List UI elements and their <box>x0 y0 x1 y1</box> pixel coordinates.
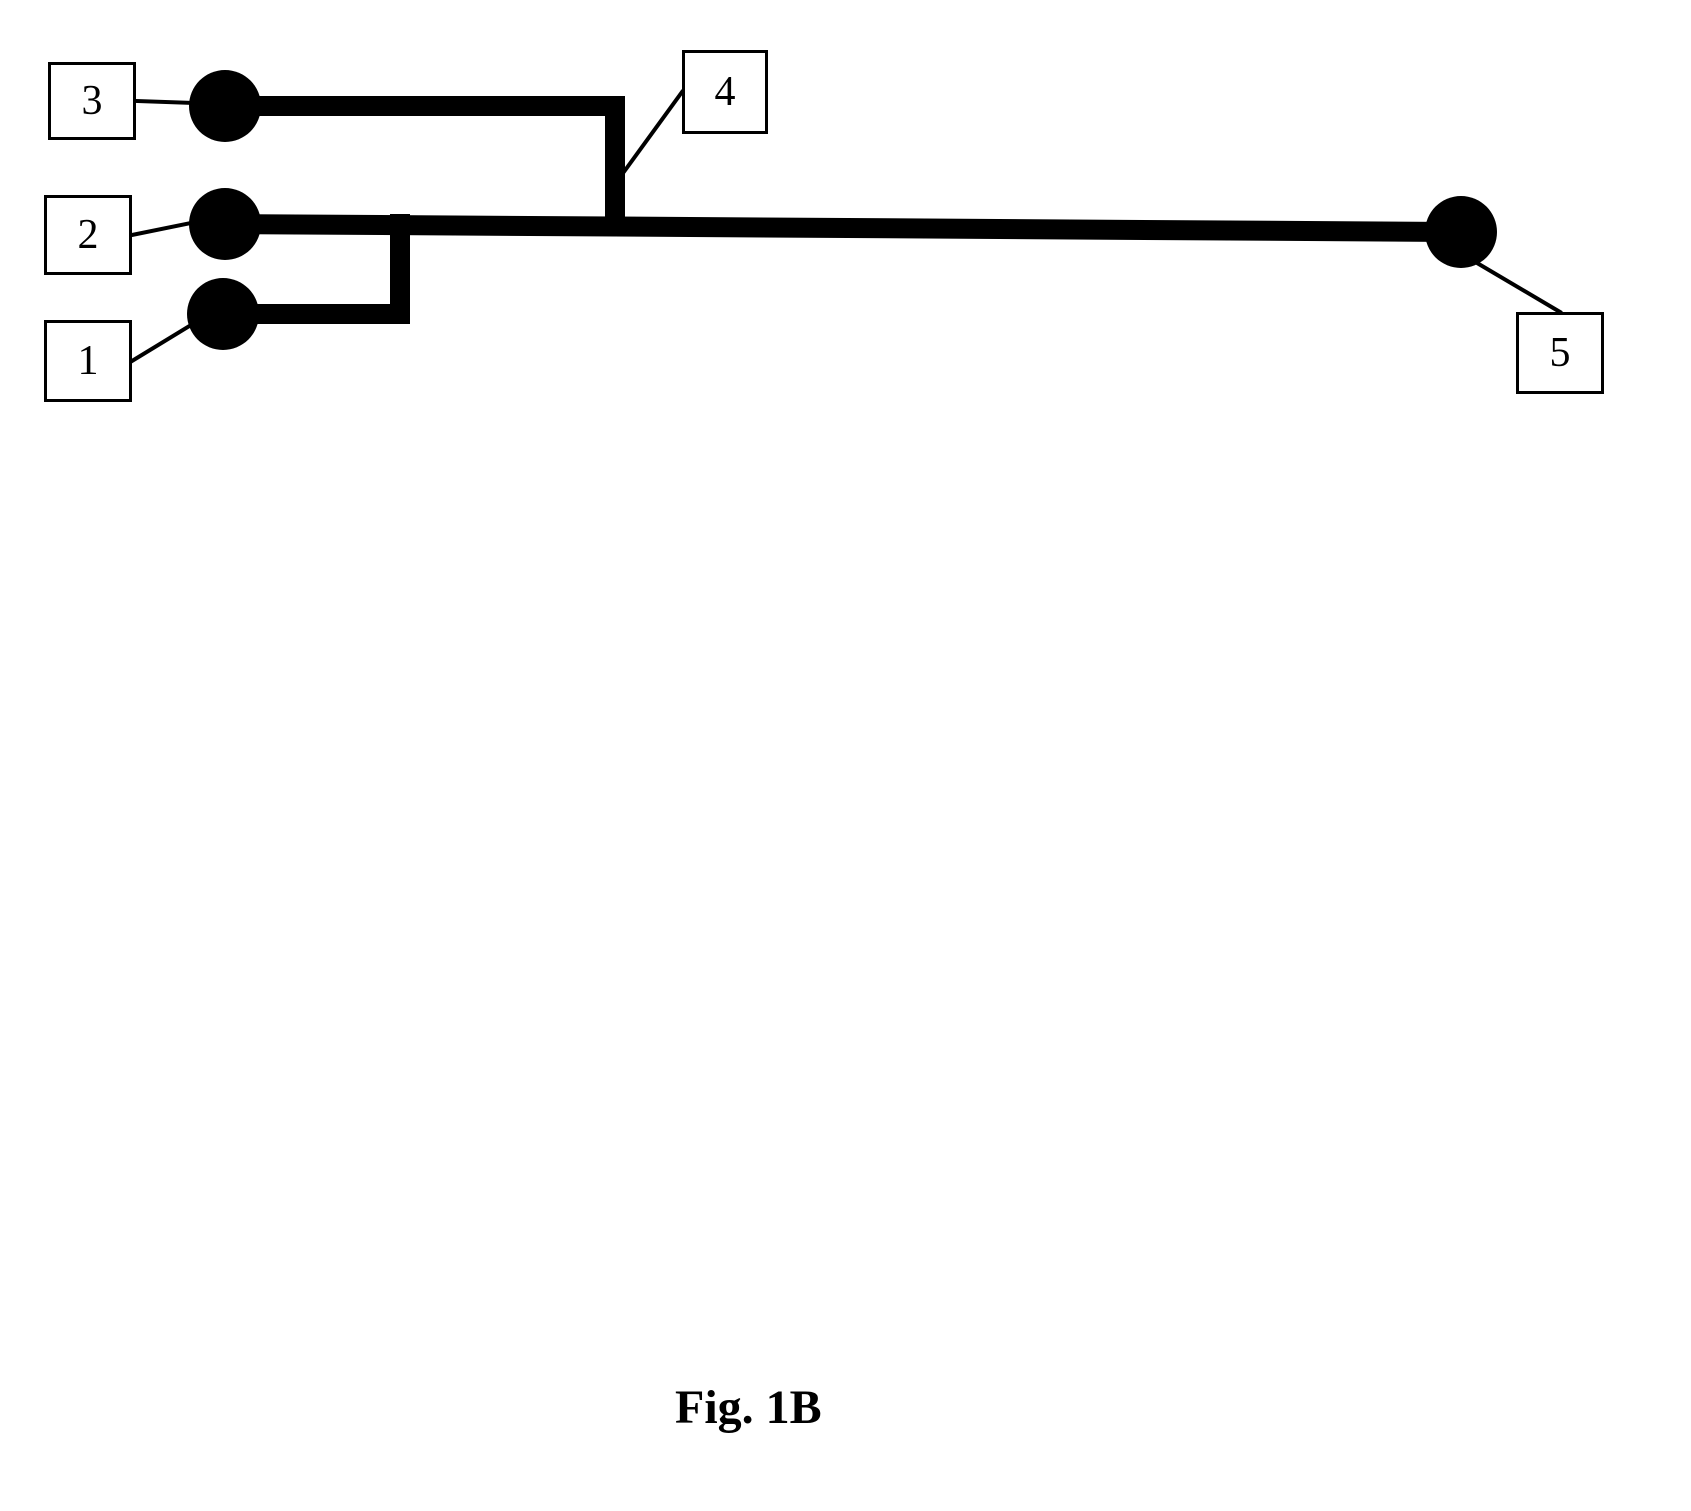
label-box-2: 2 <box>44 195 132 275</box>
diagram-canvas <box>0 0 1691 1511</box>
label-box-5: 5 <box>1516 312 1604 394</box>
label-text-2: 2 <box>78 211 99 259</box>
label-text-3: 3 <box>82 77 103 125</box>
label-text-5: 5 <box>1550 329 1571 377</box>
figure-caption: Fig. 1B <box>675 1380 822 1435</box>
label-text-4: 4 <box>715 68 736 116</box>
label-box-3: 3 <box>48 62 136 140</box>
label-box-4: 4 <box>682 50 768 134</box>
label-box-1: 1 <box>44 320 132 402</box>
label-text-1: 1 <box>78 337 99 385</box>
